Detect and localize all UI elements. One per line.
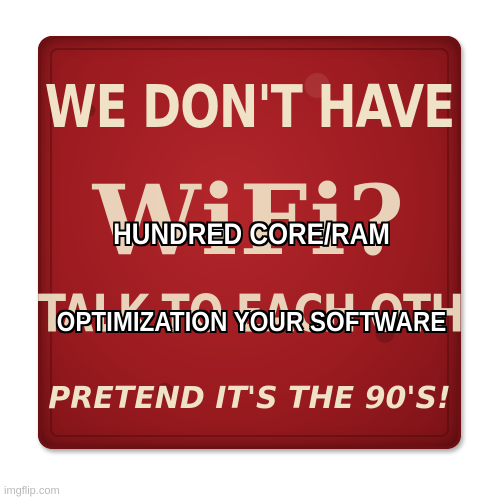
meme-caption-bottom: OPTIMIZATION YOUR SOFTWARE bbox=[56, 306, 447, 337]
sign-line-talk-to-each-other: TALK TO EACH OTHER bbox=[38, 284, 461, 344]
meme-caption-top: HUNDRED CORE/RAM bbox=[113, 218, 390, 251]
sign-line-wifi: WiFi? bbox=[92, 164, 407, 277]
sign-line-we-dont-have: WE DON'T HAVE bbox=[44, 73, 455, 142]
sign-border bbox=[50, 48, 449, 437]
imgflip-watermark: imgflip.com bbox=[4, 485, 60, 497]
sign-line-pretend-90s: PRETEND IT'S THE 90'S! bbox=[48, 381, 451, 416]
